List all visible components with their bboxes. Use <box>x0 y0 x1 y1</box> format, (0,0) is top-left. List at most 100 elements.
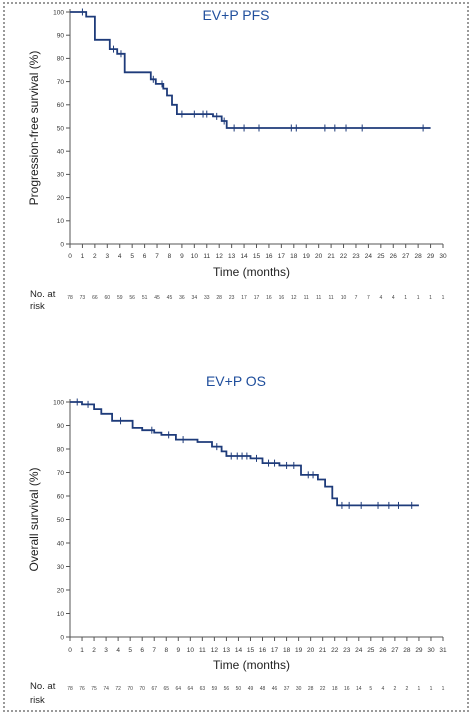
chart-1-y-tick-label: 80 <box>57 56 65 63</box>
chart-1-at-risk-count: 45 <box>167 295 173 301</box>
chart-1-x-tick-label: 6 <box>143 253 147 260</box>
chart-1-y-tick-label: 0 <box>60 241 64 248</box>
chart-1-x-tick-label: 14 <box>240 253 248 260</box>
chart-1-x-tick-label: 5 <box>130 253 134 260</box>
chart-1-x-tick-label: 28 <box>415 253 423 260</box>
chart-2-x-tick-label: 25 <box>367 647 375 654</box>
chart-1-at-risk-count: 11 <box>316 295 321 301</box>
chart-1-at-risk-count: 56 <box>129 295 135 301</box>
chart-2-at-risk-count: 22 <box>320 686 326 692</box>
chart-2-x-tick-label: 16 <box>259 647 267 654</box>
chart-1-at-risk-count: 4 <box>392 295 395 301</box>
chart-1-y-tick-label: 20 <box>57 195 65 202</box>
chart-1-x-tick-label: 9 <box>180 253 184 260</box>
chart-2-at-risk-count: 72 <box>115 686 121 692</box>
chart-2-x-tick-label: 15 <box>247 647 255 654</box>
chart-2-y-tick-label: 90 <box>57 423 65 430</box>
chart-1-x-tick-label: 24 <box>365 253 373 260</box>
chart-2-at-risk-count: 48 <box>260 686 266 692</box>
chart-2-x-tick-label: 22 <box>331 647 339 654</box>
chart-2-at-risk-count: 70 <box>127 686 133 692</box>
chart-2-x-tick-label: 17 <box>271 647 279 654</box>
chart-2-survival-curve <box>70 401 419 507</box>
chart-1-y-tick-label: 70 <box>57 79 65 86</box>
chart-1-x-tick-label: 7 <box>155 253 159 260</box>
chart-2-x-tick-label: 20 <box>307 647 315 654</box>
chart-2-x-tick-label: 8 <box>164 647 168 654</box>
chart-1-at-risk-count: 60 <box>105 295 111 301</box>
chart-1-at-risk-count: 1 <box>429 295 432 301</box>
chart-1-at-risk-count: 1 <box>442 295 445 301</box>
chart-2-x-tick-label: 9 <box>176 647 180 654</box>
chart-2-x-tick-label: 14 <box>235 647 243 654</box>
chart-1-y-tick-label: 40 <box>57 149 65 156</box>
chart-2-at-risk-count: 37 <box>284 686 290 692</box>
chart-2-y-tick-label: 40 <box>57 540 65 547</box>
chart-2-at-risk-count: 2 <box>393 686 396 692</box>
chart-2-y-tick-label: 0 <box>60 634 64 641</box>
chart-2-x-tick-label: 11 <box>199 647 206 654</box>
chart-2-at-risk-count: 67 <box>151 686 157 692</box>
chart-2-at-risk-count: 30 <box>296 686 302 692</box>
chart-1-x-tick-label: 19 <box>303 253 311 260</box>
chart-1-at-risk-count: 23 <box>229 295 235 301</box>
chart-1-y-tick-label: 30 <box>57 172 65 179</box>
chart-1-x-tick-label: 11 <box>203 253 210 260</box>
chart-1-at-risk-count: 10 <box>341 295 347 301</box>
chart-1-x-tick-label: 15 <box>253 253 261 260</box>
chart-2-at-risk-count: 64 <box>176 686 182 692</box>
chart-2-x-tick-label: 0 <box>68 647 72 654</box>
chart-2-at-risk-header: risk <box>30 695 45 706</box>
chart-2-x-tick-label: 23 <box>343 647 351 654</box>
chart-2-at-risk-count: 56 <box>224 686 230 692</box>
chart-2-at-risk-count: 46 <box>272 686 278 692</box>
chart-2-at-risk-header: No. at <box>30 681 56 692</box>
chart-1-at-risk-count: 17 <box>254 295 260 301</box>
chart-2-at-risk-count: 74 <box>103 686 109 692</box>
chart-1-x-tick-label: 30 <box>439 253 447 260</box>
chart-2-at-risk-count: 70 <box>139 686 145 692</box>
chart-1-y-tick-label: 100 <box>53 9 64 16</box>
chart-2-at-risk-count: 63 <box>200 686 206 692</box>
chart-2-at-risk-count: 18 <box>332 686 338 692</box>
chart-2-at-risk-count: 1 <box>418 686 421 692</box>
chart-2-x-tick-label: 5 <box>128 647 132 654</box>
chart-2-x-tick-label: 18 <box>283 647 291 654</box>
chart-2-x-axis-label: Time (months) <box>213 658 290 672</box>
chart-2-x-tick-label: 4 <box>116 647 120 654</box>
chart-2-at-risk-count: 76 <box>79 686 85 692</box>
chart-2-x-tick-label: 26 <box>379 647 387 654</box>
chart-1-x-tick-label: 16 <box>265 253 273 260</box>
chart-2-at-risk-count: 14 <box>356 686 362 692</box>
chart-1-x-tick-label: 22 <box>340 253 348 260</box>
chart-2-x-tick-label: 10 <box>187 647 195 654</box>
chart-2-at-risk-count: 65 <box>163 686 169 692</box>
chart-1-at-risk-count: 28 <box>216 295 222 301</box>
chart-2-x-tick-label: 7 <box>152 647 156 654</box>
chart-2-y-tick-label: 50 <box>57 517 65 524</box>
figure-border <box>3 2 469 712</box>
chart-1-at-risk-count: 33 <box>204 295 210 301</box>
chart-1-at-risk-count: 16 <box>266 295 272 301</box>
chart-1-at-risk-count: 59 <box>117 295 123 301</box>
chart-2-at-risk-count: 75 <box>91 686 97 692</box>
chart-1-at-risk-header: risk <box>30 301 45 312</box>
chart-2-y-tick-label: 20 <box>57 587 65 594</box>
chart-2-title: EV+P OS <box>206 373 266 389</box>
chart-2-y-axis-label: Overall survival (%) <box>27 467 41 571</box>
chart-1-x-tick-label: 21 <box>327 253 335 260</box>
chart-1-y-tick-label: 60 <box>57 102 65 109</box>
chart-2-at-risk-count: 16 <box>344 686 350 692</box>
chart-2-x-tick-label: 31 <box>439 647 447 654</box>
chart-1-x-tick-label: 17 <box>278 253 286 260</box>
chart-1-at-risk-count: 11 <box>304 295 309 301</box>
chart-2-x-tick-label: 2 <box>92 647 96 654</box>
chart-1-y-tick-label: 50 <box>57 125 65 132</box>
chart-1-at-risk-count: 17 <box>241 295 247 301</box>
chart-2-y-tick-label: 70 <box>57 470 65 477</box>
chart-2-x-tick-label: 24 <box>355 647 363 654</box>
chart-1-x-tick-label: 12 <box>216 253 224 260</box>
chart-2-at-risk-count: 50 <box>236 686 242 692</box>
chart-1-at-risk-count: 7 <box>367 295 370 301</box>
